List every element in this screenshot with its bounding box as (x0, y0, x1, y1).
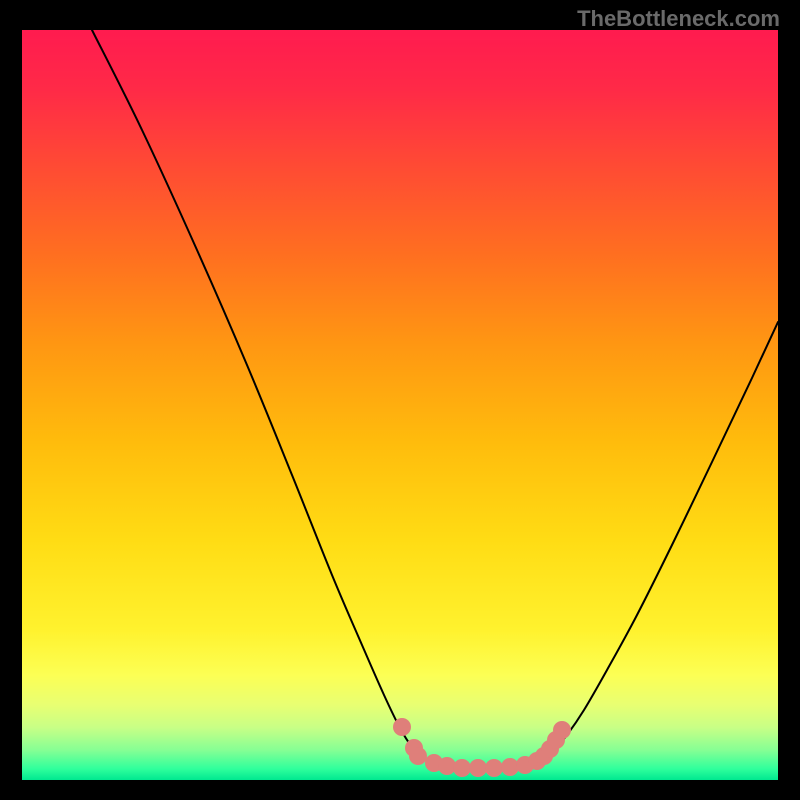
chart-frame: TheBottleneck.com (0, 0, 800, 800)
curve-dot (469, 759, 487, 777)
curve-dot (453, 759, 471, 777)
bottleneck-curve (22, 30, 778, 780)
curve-dot (553, 721, 571, 739)
curve-line (92, 30, 778, 768)
watermark-text: TheBottleneck.com (577, 6, 780, 32)
plot-area (22, 30, 778, 780)
curve-dot (409, 747, 427, 765)
curve-dot (485, 759, 503, 777)
curve-dot (393, 718, 411, 736)
